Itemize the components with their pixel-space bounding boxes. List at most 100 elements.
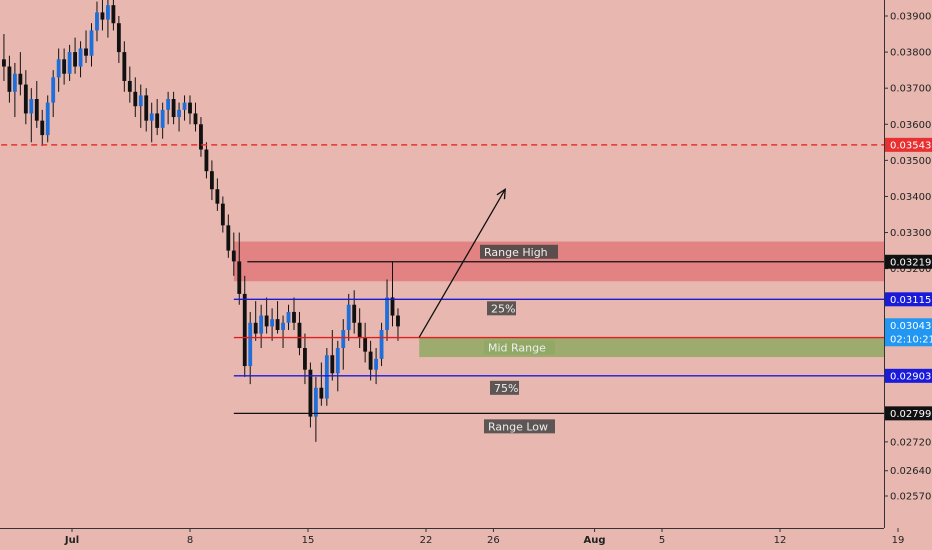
candle-body xyxy=(29,99,34,114)
candle-body xyxy=(2,59,6,67)
candle-body xyxy=(303,348,307,370)
candle-body xyxy=(308,369,313,417)
level-75-tag: 75% xyxy=(494,382,518,395)
candle-body xyxy=(127,80,132,92)
candle-body xyxy=(231,250,236,262)
candle-body xyxy=(62,59,67,74)
x-tick-label: 12 xyxy=(774,535,787,546)
range-low-badge-label: 0.02799 xyxy=(890,409,931,420)
candle-body xyxy=(363,337,368,352)
current-price-badge xyxy=(885,318,932,347)
candle-body xyxy=(324,355,329,399)
x-tick-label: Aug xyxy=(584,535,606,546)
candle-body xyxy=(12,73,17,92)
x-tick-label: 5 xyxy=(659,535,665,546)
levels-layer xyxy=(1,144,884,415)
candle-body xyxy=(78,48,83,67)
y-tick-label: 0.02570 xyxy=(890,492,931,503)
candle-body xyxy=(18,73,23,85)
countdown-label: 02:10:21 xyxy=(890,334,932,345)
range-high-badge xyxy=(885,254,932,269)
candle-body xyxy=(40,120,45,136)
level-25-tag-bg xyxy=(487,301,516,316)
candle-body xyxy=(292,311,296,323)
arrow-shaft xyxy=(418,188,506,338)
candle-body xyxy=(138,95,143,107)
candle-body xyxy=(242,293,247,367)
arrow-head xyxy=(496,187,506,200)
candle-body xyxy=(335,348,340,374)
candle-body xyxy=(396,315,400,327)
candle-body xyxy=(286,311,291,323)
candle-body xyxy=(149,113,154,121)
price-badges: 0.035430.032190.031150.030090.029030.027… xyxy=(885,137,932,421)
range-low-tag-bg xyxy=(484,419,555,434)
candle-body xyxy=(51,77,56,103)
y-tick-label: 0.03900 xyxy=(890,12,931,23)
x-tick-label: Jul xyxy=(64,535,79,546)
projection-arrow xyxy=(418,187,506,338)
candle-body xyxy=(34,99,39,121)
candle-body xyxy=(313,387,318,417)
candle-body xyxy=(199,124,203,150)
candle-body xyxy=(56,59,61,78)
x-tick-label: 15 xyxy=(302,535,315,546)
level-annotations: Range High 25% Mid Range 75% Range Low xyxy=(480,244,558,434)
candle-body xyxy=(7,66,12,92)
candle-body xyxy=(166,99,171,110)
candle-body xyxy=(341,329,346,349)
x-tick-label: 8 xyxy=(187,535,193,546)
candle-body xyxy=(248,322,253,367)
candle-body xyxy=(385,297,389,330)
level-75-badge-label: 0.02903 xyxy=(890,371,931,382)
candle-body xyxy=(73,52,77,67)
candle-body xyxy=(215,189,220,204)
candle-body xyxy=(357,322,362,338)
candle-body xyxy=(182,102,187,110)
candle-body xyxy=(259,315,264,334)
candle-body xyxy=(390,297,395,316)
range-high-tag-bg xyxy=(480,244,558,259)
y-tick-label: 0.03600 xyxy=(890,120,931,131)
level-25-badge xyxy=(885,292,932,307)
candle-body xyxy=(111,5,116,24)
candle-body xyxy=(106,5,110,20)
candle-body xyxy=(171,99,176,118)
y-tick-label: 0.03300 xyxy=(890,228,931,239)
candle-body xyxy=(220,203,225,226)
candle-body xyxy=(346,304,351,330)
y-tick-label: 0.03500 xyxy=(890,156,931,167)
candle-body xyxy=(297,322,302,349)
candle-body xyxy=(209,171,214,190)
y-tick-label: 0.02640 xyxy=(890,466,931,477)
x-tick-label: 19 xyxy=(892,535,905,546)
candle-body xyxy=(330,355,335,374)
candle-body xyxy=(133,91,138,107)
level-25-badge-label: 0.03115 xyxy=(890,295,931,306)
candle-body xyxy=(253,322,258,334)
y-tick-label: 0.03700 xyxy=(890,84,931,95)
level-75-tag-bg xyxy=(490,380,519,395)
x-tick-label: 26 xyxy=(487,535,500,546)
candle-body xyxy=(204,149,209,172)
mid-range-tag-bg xyxy=(484,340,555,355)
y-tick-label: 0.03800 xyxy=(890,48,931,59)
candle-body xyxy=(116,23,121,53)
y-tick-label: 0.03200 xyxy=(890,264,931,275)
range-low-tag: Range Low xyxy=(488,420,548,433)
x-tick-label: 22 xyxy=(420,535,433,546)
candle-body xyxy=(281,322,285,330)
range-high-tag: Range High xyxy=(484,246,548,259)
time-axis[interactable]: Jul 8 15 22 26 Aug 5 12 19 xyxy=(64,528,905,546)
current-price-label: 0.03043 xyxy=(890,321,931,332)
dashed-resistance-badge-label: 0.03543 xyxy=(890,140,931,151)
y-tick-label: 0.02720 xyxy=(890,437,931,448)
candle-body xyxy=(23,84,28,114)
candle-body xyxy=(379,329,384,359)
candle-body xyxy=(319,387,324,399)
candle-body xyxy=(226,225,231,251)
candle-body xyxy=(100,12,105,20)
candle-body xyxy=(193,113,198,125)
candle-body xyxy=(144,95,149,121)
